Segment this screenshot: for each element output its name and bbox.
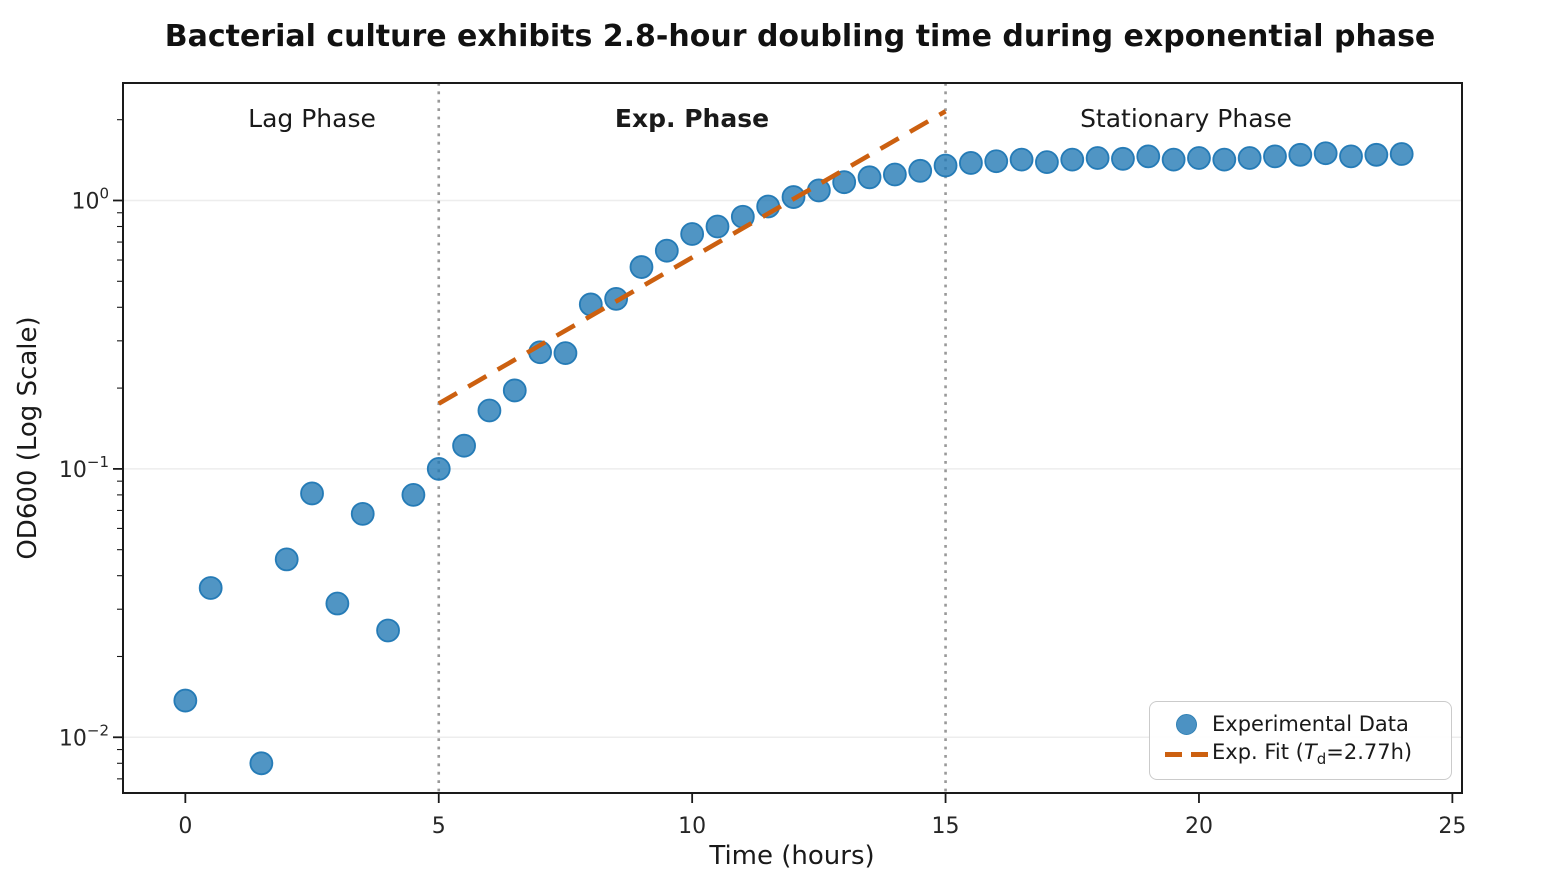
data-point [1389, 142, 1414, 166]
data-point [274, 547, 299, 572]
data-point [173, 688, 198, 713]
data-point [452, 433, 476, 458]
legend-label-exp-fit: Exp. Fit (Td=2.77h) [1212, 739, 1413, 769]
data-point [705, 214, 730, 239]
data-point [1085, 146, 1110, 170]
data-point [680, 222, 705, 246]
y-tick-label: 10−2 [59, 721, 109, 751]
data-point [832, 170, 857, 195]
phase-label-lag: Lag Phase [248, 104, 376, 133]
data-point [249, 751, 274, 776]
y-tick-label: 10−1 [59, 453, 109, 483]
legend-item-exp-fit: Exp. Fit (Td=2.77h) [1160, 739, 1441, 769]
data-point [477, 398, 502, 423]
data-point [958, 151, 983, 175]
data-point [1288, 142, 1313, 167]
data-point [654, 238, 679, 263]
data-point [857, 165, 882, 190]
data-point [882, 162, 907, 187]
x-tick-label: 15 [932, 814, 960, 839]
plot-border [122, 82, 1463, 794]
x-axis-label: Time (hours) [708, 841, 874, 871]
y-tick-label: 100 [71, 184, 109, 214]
data-point [325, 591, 350, 616]
phase-label-stationary: Stationary Phase [1080, 104, 1292, 133]
scatter-marker-icon [1160, 713, 1212, 735]
data-point [984, 149, 1009, 174]
chart-title: Bacterial culture exhibits 2.8-hour doub… [165, 19, 1436, 54]
data-point [1161, 147, 1186, 172]
data-point [502, 378, 527, 403]
legend-label-experimental-data: Experimental Data [1212, 711, 1409, 736]
data-point [1136, 144, 1161, 169]
data-point [553, 341, 578, 366]
data-point [1263, 144, 1287, 169]
x-tick-label: 20 [1185, 814, 1213, 839]
data-point [1339, 144, 1363, 169]
data-point [1111, 146, 1135, 171]
y-axis-label: OD600 (Log Scale) [13, 316, 43, 559]
data-point [376, 618, 400, 643]
data-point [1313, 141, 1338, 166]
phase-label-exponential: Exp. Phase [615, 104, 769, 133]
data-point [629, 255, 654, 279]
data-point [1009, 147, 1034, 172]
data-point [806, 178, 831, 203]
data-point [1187, 146, 1211, 170]
data-point [1364, 142, 1389, 167]
x-tick-label: 5 [432, 814, 446, 839]
legend: Experimental Data Exp. Fit (Td=2.77h) [1149, 701, 1452, 780]
data-point [933, 153, 958, 178]
data-point [300, 481, 324, 506]
data-point [1212, 147, 1237, 172]
data-point [426, 456, 451, 481]
x-tick-label: 25 [1438, 814, 1466, 839]
x-tick-label: 0 [178, 814, 192, 839]
x-tick-label: 10 [678, 814, 706, 839]
data-point [1060, 147, 1085, 172]
data-point [350, 501, 375, 526]
data-point [198, 576, 223, 600]
data-point [908, 158, 933, 183]
data-point [401, 482, 426, 507]
dashed-line-icon [1160, 751, 1212, 757]
legend-item-experimental-data: Experimental Data [1160, 711, 1441, 736]
exp-fit-line [437, 109, 947, 406]
data-point [1237, 146, 1262, 170]
data-point [1035, 150, 1059, 175]
